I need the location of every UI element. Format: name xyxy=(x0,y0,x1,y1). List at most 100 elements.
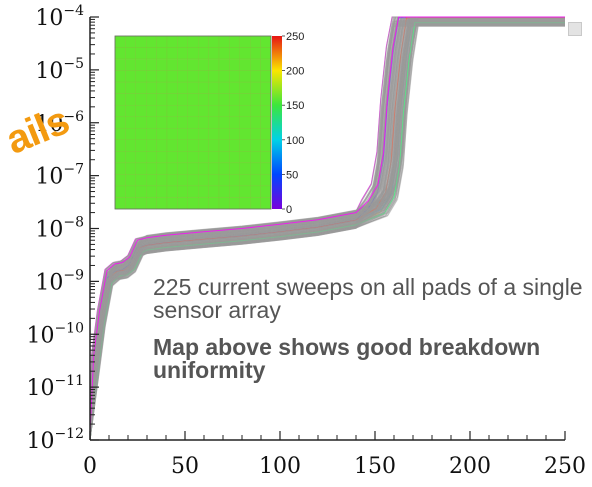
map-cell xyxy=(218,139,230,152)
map-cell xyxy=(145,47,157,60)
y-tick-label: 10−8 xyxy=(35,215,84,243)
colorbar xyxy=(272,36,282,209)
map-cell xyxy=(249,151,261,164)
y-tick-label: 10−6 xyxy=(35,109,84,137)
sweep-curve xyxy=(89,16,565,432)
map-cell xyxy=(239,58,251,71)
sweep-curve xyxy=(89,25,565,441)
map-cell xyxy=(125,104,137,117)
sweep-curve xyxy=(89,16,565,436)
map-cell xyxy=(166,185,178,198)
map-cell xyxy=(177,104,188,117)
map-cell xyxy=(260,139,272,152)
sweep-curve xyxy=(89,24,565,441)
sweep-curve xyxy=(89,25,565,441)
map-cell xyxy=(125,81,137,94)
map-cell xyxy=(218,174,230,187)
sweep-curve xyxy=(89,16,565,439)
map-cell xyxy=(260,104,272,117)
map-cell xyxy=(229,197,240,210)
corner-icon xyxy=(568,22,582,36)
map-cell xyxy=(239,93,251,106)
map-cell xyxy=(197,162,209,175)
map-cell xyxy=(156,151,168,164)
map-cell xyxy=(208,58,220,71)
map-cell xyxy=(229,104,240,117)
map-cell xyxy=(135,185,147,198)
sweep-curve xyxy=(89,23,565,441)
map-cell xyxy=(239,185,251,198)
sweep-curve xyxy=(89,21,565,441)
sweep-curve xyxy=(89,20,565,441)
map-cell xyxy=(156,139,168,152)
map-cell xyxy=(145,116,157,129)
x-tick-label: 150 xyxy=(354,454,396,479)
map-cell xyxy=(249,70,261,83)
map-cell xyxy=(208,70,220,83)
x-tick-label: 50 xyxy=(171,454,199,479)
map-cell xyxy=(145,139,157,152)
map-cell xyxy=(208,185,220,198)
map-cell xyxy=(114,174,126,187)
map-cell xyxy=(239,70,251,83)
annotation-sweeps: 225 current sweeps on all pads of a sing… xyxy=(153,274,583,323)
map-cell xyxy=(156,93,168,106)
map-cell xyxy=(260,174,272,187)
sweep-curve xyxy=(89,16,565,432)
sweep-curve xyxy=(89,25,565,441)
map-cell xyxy=(208,174,220,187)
sweep-curve xyxy=(89,20,565,441)
map-cell xyxy=(166,47,178,60)
sweep-curve xyxy=(89,16,565,433)
map-cell xyxy=(135,104,147,117)
map-cell xyxy=(208,162,220,175)
sweep-curve xyxy=(89,16,565,437)
sweep-curve xyxy=(89,16,565,441)
sweep-curve xyxy=(89,19,565,441)
map-cell xyxy=(125,151,137,164)
map-cell xyxy=(177,93,188,106)
sweep-curve xyxy=(89,19,565,441)
map-cell xyxy=(145,174,157,187)
map-cell xyxy=(125,174,137,187)
map-cell xyxy=(239,35,251,48)
map-cell xyxy=(156,174,168,187)
map-cell xyxy=(114,139,126,152)
map-cell xyxy=(135,139,147,152)
map-cell xyxy=(197,174,209,187)
sweep-curve xyxy=(89,16,565,435)
map-cell xyxy=(187,47,199,60)
map-cell xyxy=(239,151,251,164)
map-cell xyxy=(125,93,137,106)
sweep-curve xyxy=(89,16,565,439)
map-cell xyxy=(197,104,209,117)
map-cell xyxy=(187,81,199,94)
map-cell xyxy=(187,197,199,210)
map-cell xyxy=(218,162,230,175)
map-cell xyxy=(208,139,220,152)
sweep-curve xyxy=(89,24,565,441)
map-cell xyxy=(177,35,188,48)
sweep-curve xyxy=(89,16,565,438)
map-cell xyxy=(145,93,157,106)
sweep-curve xyxy=(89,16,565,435)
map-cell xyxy=(249,139,261,152)
sweep-curve xyxy=(89,16,565,434)
map-cell xyxy=(187,139,199,152)
sweep-curve xyxy=(89,16,565,437)
sweep-curve xyxy=(89,16,565,436)
map-border xyxy=(114,35,272,210)
sweep-curve xyxy=(89,18,565,441)
map-cell xyxy=(187,162,199,175)
map-cell xyxy=(166,58,178,71)
map-cell xyxy=(229,139,240,152)
sweep-curve xyxy=(89,16,565,438)
sweep-curve xyxy=(89,16,565,436)
map-cell xyxy=(208,197,220,210)
map-cell xyxy=(166,174,178,187)
sweep-curve xyxy=(89,21,565,441)
sweep-curve xyxy=(89,25,565,441)
sweep-curve xyxy=(89,16,565,440)
uniformity-map-inset: 0 50 100 150 200 250 xyxy=(114,31,304,216)
map-cell xyxy=(135,58,147,71)
